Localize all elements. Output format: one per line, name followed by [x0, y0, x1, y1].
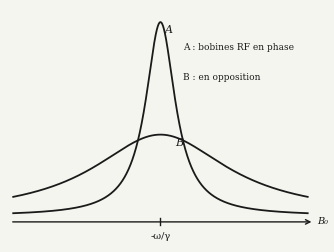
Text: A: A [164, 25, 172, 35]
Text: -ω/γ: -ω/γ [150, 231, 171, 240]
Text: B₀: B₀ [317, 216, 328, 226]
Text: A : bobines RF en phase: A : bobines RF en phase [183, 42, 294, 51]
Text: B: B [175, 137, 183, 147]
Text: B : en opposition: B : en opposition [183, 73, 261, 81]
